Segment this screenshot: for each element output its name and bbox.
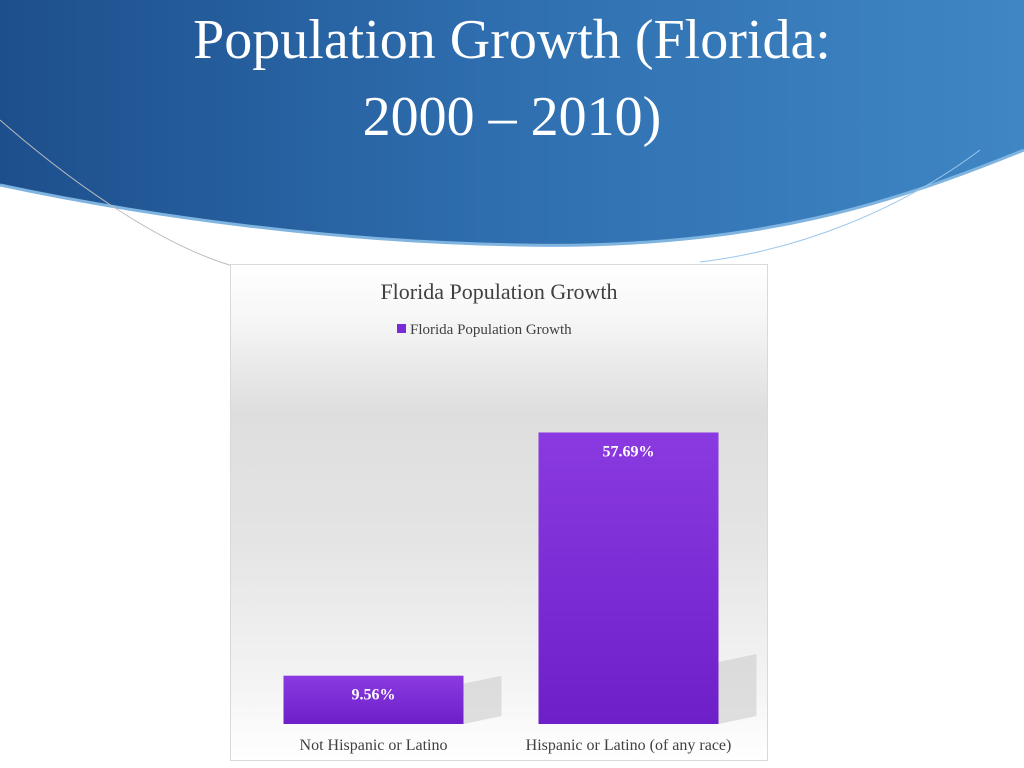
legend-swatch: [397, 324, 406, 333]
bar-chart: Florida Population Growth Florida Popula…: [283, 279, 757, 754]
chart-title: Florida Population Growth: [380, 279, 617, 304]
bar-1: [283, 675, 464, 724]
bar-2: [538, 432, 719, 724]
header-banner: [0, 0, 1024, 269]
slide-title-line-2: 2000 – 2010): [362, 86, 662, 148]
bars: 9.56% Not Hispanic or Latino 57.69% Hispani…: [283, 432, 757, 754]
bar-shadow: [463, 675, 502, 724]
slide-title: Population Growth (Florida: 2000 – 2010): [0, 2, 1024, 156]
bar-shadow: [718, 654, 757, 724]
category-label-1: Not Hispanic or Latino: [300, 737, 448, 754]
data-label-1: 9.56%: [352, 687, 396, 704]
chart-area: Florida Population Growth Florida Popula…: [230, 264, 768, 761]
slide-title-line-1: Population Growth (Florida:: [193, 9, 831, 71]
data-label-2: 57.69%: [603, 443, 655, 460]
legend-label: Florida Population Growth: [410, 322, 572, 338]
legend: Florida Population Growth: [397, 322, 572, 338]
category-label-2: Hispanic or Latino (of any race): [526, 737, 732, 754]
